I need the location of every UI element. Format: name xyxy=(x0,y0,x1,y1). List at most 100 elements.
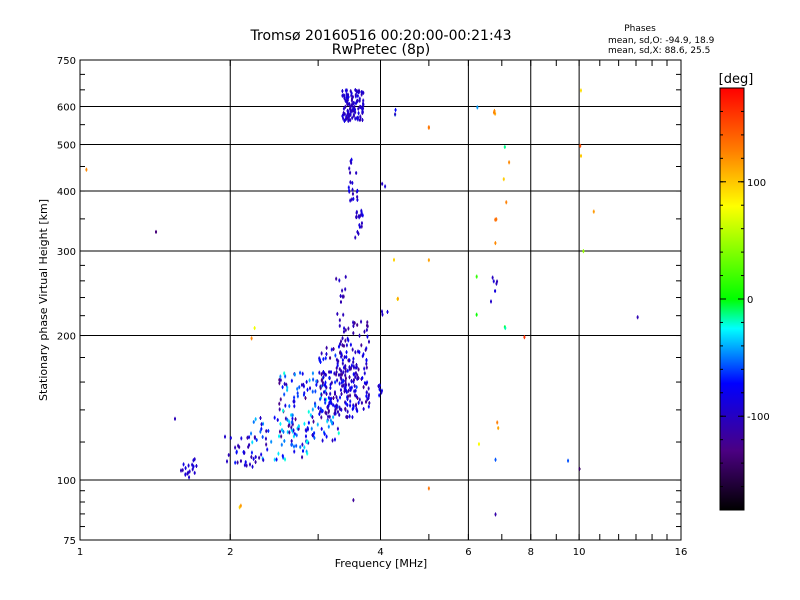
echo-point xyxy=(356,409,359,414)
echo-point xyxy=(302,392,305,397)
echo-point xyxy=(344,373,347,378)
echo-point xyxy=(327,404,330,409)
echo-point xyxy=(352,106,355,111)
echo-point xyxy=(342,370,345,375)
x-tick-label: 1 xyxy=(77,547,83,558)
echo-point xyxy=(356,373,359,378)
echo-point xyxy=(345,350,348,355)
echo-point xyxy=(328,375,331,380)
echo-point xyxy=(324,356,327,361)
echo-point xyxy=(334,392,337,397)
phase-stats-o: mean, sd,O: -94.9, 18.9 xyxy=(608,36,715,46)
echo-point xyxy=(296,391,299,396)
echo-point xyxy=(309,386,312,391)
echo-point xyxy=(340,372,343,377)
echo-point xyxy=(334,380,337,385)
echo-point xyxy=(348,367,351,372)
echo-point xyxy=(355,170,358,175)
echo-point xyxy=(362,90,365,95)
echo-point xyxy=(350,197,353,202)
echo-point xyxy=(344,274,347,279)
echo-point xyxy=(320,426,323,431)
echo-point xyxy=(323,390,326,395)
echo-point xyxy=(343,96,346,101)
echo-point xyxy=(339,293,342,298)
echo-point xyxy=(344,369,347,374)
echo-point xyxy=(311,407,314,412)
echo-point xyxy=(345,355,348,360)
echo-point xyxy=(332,347,335,352)
echo-point xyxy=(352,196,355,201)
echo-point xyxy=(342,378,345,383)
echo-point xyxy=(334,404,337,409)
echo-point xyxy=(508,160,511,165)
echo-point xyxy=(329,396,332,401)
echo-point xyxy=(352,364,355,369)
echo-point xyxy=(578,466,581,471)
echo-point xyxy=(349,112,352,117)
echo-point xyxy=(349,118,352,123)
echo-point xyxy=(333,411,336,416)
echo-point xyxy=(349,89,352,94)
echo-point xyxy=(490,299,493,304)
chart-subtitle: RwPretec (8p) xyxy=(332,42,430,58)
echo-point xyxy=(260,422,263,427)
echo-point xyxy=(278,429,281,434)
echo-point xyxy=(342,116,345,121)
y-axis: 75 100 200 300 400 500 600 750 xyxy=(57,56,681,547)
echo-point xyxy=(324,380,327,385)
echo-point xyxy=(353,389,356,394)
echo-point xyxy=(345,115,348,120)
echo-point xyxy=(343,389,346,394)
echo-point xyxy=(253,435,256,440)
echo-point xyxy=(341,343,344,348)
echo-point xyxy=(354,116,357,121)
echo-point xyxy=(355,362,358,367)
y-tick-label: 75 xyxy=(63,536,76,547)
echo-point xyxy=(278,401,281,406)
echo-point xyxy=(363,329,366,334)
echo-point xyxy=(353,321,356,326)
echo-point xyxy=(353,104,356,109)
echo-point xyxy=(365,361,368,366)
echo-point xyxy=(347,382,350,387)
echo-point xyxy=(326,419,329,424)
echo-point xyxy=(491,275,494,280)
echo-point xyxy=(358,350,361,355)
echo-point xyxy=(338,412,341,417)
echo-point xyxy=(339,372,342,377)
echo-point xyxy=(329,356,332,361)
echo-point xyxy=(234,460,237,465)
echo-point xyxy=(358,96,361,101)
echo-point xyxy=(344,388,347,393)
echo-point xyxy=(321,377,324,382)
echo-point xyxy=(352,113,355,118)
echo-point xyxy=(363,371,366,376)
echo-point xyxy=(325,391,328,396)
echo-point xyxy=(335,276,338,281)
echo-point xyxy=(344,376,347,381)
echo-point xyxy=(324,410,327,415)
echo-point xyxy=(332,396,335,401)
echo-point xyxy=(636,315,639,320)
echo-point xyxy=(352,372,355,377)
echo-point xyxy=(276,417,279,422)
echo-point xyxy=(260,426,263,431)
echo-point xyxy=(351,407,354,412)
echo-point xyxy=(325,352,328,357)
y-tick-label: 300 xyxy=(57,247,76,258)
echo-point xyxy=(337,431,340,436)
echo-point xyxy=(187,463,190,468)
echo-point xyxy=(341,89,344,94)
echo-point xyxy=(335,372,338,377)
echo-point xyxy=(350,385,353,390)
echo-point xyxy=(366,397,369,402)
echo-point xyxy=(361,375,364,380)
echo-point xyxy=(353,107,356,112)
echo-point xyxy=(305,449,308,454)
echo-point xyxy=(279,397,282,402)
echo-point xyxy=(265,429,268,434)
echo-point xyxy=(331,421,334,426)
echo-point xyxy=(291,429,294,434)
